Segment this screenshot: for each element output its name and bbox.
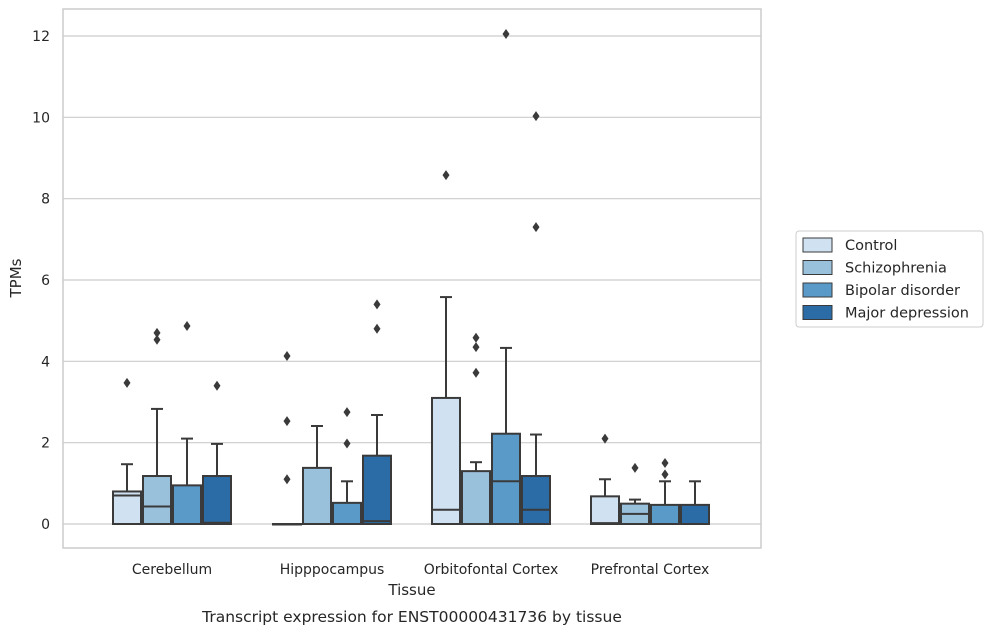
outlier-point-1 bbox=[472, 342, 480, 353]
outlier-point-2 bbox=[283, 474, 291, 485]
outlier-point-0 bbox=[153, 327, 161, 338]
box-1-0 bbox=[142, 327, 172, 526]
box-body bbox=[172, 484, 202, 526]
x-tick-label-3: Prefrontal Cortex bbox=[591, 562, 710, 578]
legend-swatch-2 bbox=[802, 282, 833, 298]
gridlines bbox=[63, 35, 761, 525]
box-body bbox=[491, 432, 521, 525]
y-tick-label-0: 0 bbox=[41, 517, 50, 533]
outlier-point-1 bbox=[153, 334, 161, 345]
legend-label-1: Schizophrenia bbox=[845, 261, 947, 277]
outlier-point-0 bbox=[532, 111, 540, 122]
box-body bbox=[202, 475, 232, 526]
box-3-3 bbox=[680, 480, 710, 525]
outlier-point-1 bbox=[532, 222, 540, 233]
box-body bbox=[142, 475, 172, 526]
outlier-point-0 bbox=[373, 299, 381, 310]
legend-label-2: Bipolar disorder bbox=[845, 283, 960, 299]
box-body bbox=[461, 470, 491, 525]
y-axis-label: TPMs bbox=[7, 258, 25, 298]
legend: Control Schizophrenia Bipolar disorder Majo… bbox=[795, 230, 984, 328]
x-tick-label-1: Hipppocampus bbox=[280, 562, 385, 578]
box-3-1 bbox=[362, 299, 392, 525]
box-2-3 bbox=[650, 458, 680, 525]
x-tick-label-0: Cerebellum bbox=[132, 562, 212, 578]
series-0 bbox=[112, 170, 620, 526]
box-3-2 bbox=[521, 111, 551, 526]
outlier-point-1 bbox=[283, 416, 291, 427]
outlier-point-0 bbox=[283, 351, 291, 362]
box-body bbox=[680, 503, 710, 525]
box-body bbox=[302, 466, 332, 526]
outlier-point-0 bbox=[631, 462, 639, 473]
box-series bbox=[112, 28, 710, 526]
legend-swatch-0 bbox=[802, 237, 833, 253]
outlier-point-2 bbox=[472, 367, 480, 378]
outlier-point-1 bbox=[343, 438, 351, 449]
series-1 bbox=[142, 327, 650, 526]
outlier-point-0 bbox=[442, 170, 450, 181]
y-tick-label-2: 4 bbox=[41, 354, 50, 370]
outlier-point-0 bbox=[123, 377, 131, 388]
box-body bbox=[590, 495, 620, 526]
box-body bbox=[112, 490, 142, 526]
box-1-3 bbox=[620, 462, 650, 525]
outlier-point-1 bbox=[661, 469, 669, 480]
plot-frame bbox=[62, 8, 762, 549]
y-tick-label-1: 2 bbox=[41, 436, 50, 452]
outlier-point-0 bbox=[183, 320, 191, 331]
box-body bbox=[362, 454, 392, 525]
box-0-1 bbox=[272, 351, 302, 526]
box-0-0 bbox=[112, 377, 142, 526]
box-body bbox=[650, 503, 680, 525]
legend-swatch-3 bbox=[802, 305, 833, 320]
legend-label-0: Control bbox=[845, 238, 897, 254]
x-tick-label-2: Orbitofontal Cortex bbox=[424, 562, 559, 578]
legend-label-3: Major depression bbox=[845, 306, 969, 322]
box-2-0 bbox=[172, 320, 202, 526]
box-3-0 bbox=[202, 380, 232, 526]
box-1-1 bbox=[302, 424, 332, 526]
x-axis-ticks: Cerebellum Hipppocampus Orbitofontal Corte… bbox=[132, 562, 709, 578]
series-3 bbox=[202, 111, 710, 526]
y-axis-ticks: 0 2 4 6 8 10 12 bbox=[32, 29, 50, 533]
outlier-point-0 bbox=[601, 433, 609, 444]
box-1-2 bbox=[461, 332, 491, 525]
x-axis-label: Tissue bbox=[387, 581, 435, 599]
y-tick-label-6: 12 bbox=[32, 29, 50, 45]
outlier-point-1 bbox=[373, 323, 381, 334]
y-tick-label-5: 10 bbox=[32, 110, 50, 126]
box-0-2 bbox=[431, 170, 461, 525]
outlier-point-0 bbox=[502, 28, 510, 39]
outlier-point-0 bbox=[213, 380, 221, 391]
box-body bbox=[431, 396, 461, 525]
y-tick-label-4: 8 bbox=[41, 192, 50, 208]
outlier-point-0 bbox=[661, 458, 669, 468]
chart-caption: Transcript expression for ENST0000043173… bbox=[201, 608, 622, 626]
legend-swatch-1 bbox=[802, 260, 833, 275]
box-0-3 bbox=[590, 433, 620, 526]
y-tick-label-3: 6 bbox=[41, 273, 50, 289]
legend-frame bbox=[795, 230, 984, 328]
box-2-1 bbox=[332, 407, 362, 525]
box-body bbox=[521, 475, 551, 526]
series-2 bbox=[172, 28, 680, 526]
outlier-point-0 bbox=[343, 407, 351, 418]
box-2-2 bbox=[491, 28, 521, 525]
box-body bbox=[332, 501, 362, 525]
outlier-point-0 bbox=[472, 332, 480, 343]
